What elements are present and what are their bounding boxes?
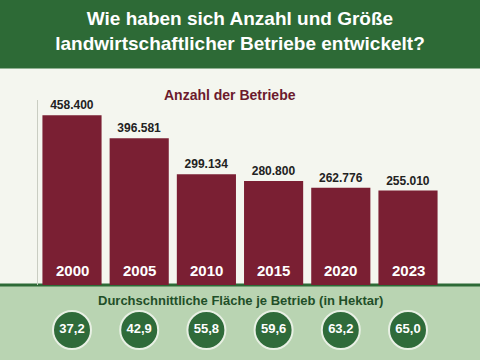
svg-text:Durchschnittliche Fläche je Be: Durchschnittliche Fläche je Betrieb (in …	[98, 293, 383, 308]
svg-text:2010: 2010	[190, 262, 223, 279]
svg-text:458.400: 458.400	[50, 98, 94, 112]
svg-text:2020: 2020	[324, 262, 357, 279]
svg-text:396.581: 396.581	[117, 121, 161, 135]
svg-text:2023: 2023	[392, 262, 425, 279]
svg-text:59,6: 59,6	[261, 321, 286, 336]
svg-text:2015: 2015	[257, 262, 290, 279]
svg-text:65,0: 65,0	[395, 321, 420, 336]
svg-text:55,8: 55,8	[194, 321, 219, 336]
svg-text:280.800: 280.800	[252, 164, 296, 178]
svg-text:2005: 2005	[123, 262, 156, 279]
svg-text:63,2: 63,2	[328, 321, 353, 336]
svg-text:42,9: 42,9	[127, 321, 152, 336]
svg-text:262.776: 262.776	[319, 171, 363, 185]
svg-text:2000: 2000	[56, 262, 89, 279]
svg-text:255.010: 255.010	[386, 174, 430, 188]
svg-text:Anzahl der Betriebe: Anzahl der Betriebe	[164, 87, 296, 103]
svg-text:Wie haben sich Anzahl und Größ: Wie haben sich Anzahl und Größelandwirts…	[55, 8, 425, 54]
svg-text:37,2: 37,2	[59, 321, 84, 336]
svg-text:299.134: 299.134	[185, 157, 229, 171]
